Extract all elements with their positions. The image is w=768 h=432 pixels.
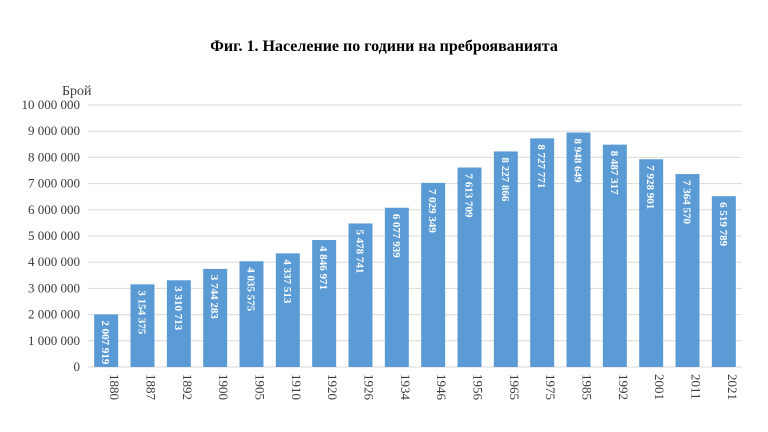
x-tick-label: 1880	[107, 374, 122, 400]
bar	[639, 159, 664, 367]
y-tick-label: 3 000 000	[28, 280, 80, 295]
bar	[675, 174, 700, 367]
x-tick-label: 1985	[580, 374, 595, 400]
x-tick-labels: 1880 1887 1892 1900 1905 1910 1920 1926 1934 1946…	[107, 374, 740, 401]
x-tick-label: 1992	[616, 374, 631, 400]
y-tick-label: 10 000 000	[22, 97, 81, 112]
data-label: 8 727 771	[535, 144, 547, 188]
x-tick-label: 1956	[471, 374, 486, 401]
y-tick-labels: 0 1 000 000 2 000 000 3 000 000 4 000 000 5 0…	[22, 97, 81, 374]
bar	[130, 284, 155, 367]
y-tick-label: 9 000 000	[28, 123, 80, 138]
x-tick-label: 1965	[507, 374, 522, 400]
x-tick-label: 1920	[325, 374, 340, 400]
gridlines	[88, 104, 742, 368]
chart-title: Фиг. 1. Население по години на преброява…	[210, 38, 558, 55]
bar	[203, 268, 228, 367]
y-tick-label: 2 000 000	[28, 307, 80, 322]
x-tick-label: 1900	[216, 374, 231, 400]
bar	[384, 207, 409, 367]
data-label: 6 519 789	[717, 202, 729, 247]
y-tick-label: 0	[74, 359, 81, 374]
data-label: 5 478 741	[354, 229, 366, 273]
bar	[457, 167, 482, 367]
x-tick-label: 1887	[144, 374, 159, 401]
data-label: 8 487 317	[608, 151, 620, 196]
bar	[239, 261, 264, 367]
data-label: 4 337 513	[281, 259, 293, 304]
data-label: 8 948 649	[572, 139, 584, 184]
bar	[275, 253, 300, 367]
data-label: 3 310 713	[172, 286, 184, 331]
data-label: 4 035 575	[245, 267, 257, 312]
bar	[530, 138, 555, 367]
data-label: 7 928 901	[644, 165, 656, 209]
x-tick-label: 1975	[543, 374, 558, 400]
data-label: 7 029 349	[426, 189, 438, 234]
data-label: 2 007 919	[99, 320, 111, 365]
data-label: 3 154 375	[136, 290, 148, 335]
data-label: 7 364 570	[681, 180, 693, 225]
x-tick-label: 2021	[725, 374, 740, 400]
x-tick-label: 2011	[689, 374, 704, 400]
data-label: 6 077 939	[390, 214, 402, 259]
bar	[94, 314, 119, 367]
y-tick-label: 8 000 000	[28, 149, 80, 164]
data-label: 3 744 283	[208, 275, 220, 320]
y-tick-label: 6 000 000	[28, 202, 80, 217]
bars	[94, 132, 736, 367]
data-label: 8 227 866	[499, 157, 511, 202]
bar	[493, 151, 518, 367]
x-tick-label: 2001	[652, 374, 667, 400]
y-tick-label: 7 000 000	[28, 176, 80, 191]
x-tick-label: 1946	[434, 374, 449, 401]
x-tick-label: 1910	[289, 374, 304, 400]
y-tick-label: 5 000 000	[28, 228, 80, 243]
y-tick-label: 1 000 000	[28, 333, 80, 348]
bar	[711, 196, 736, 367]
bar	[348, 223, 373, 367]
x-tick-label: 1892	[180, 374, 195, 400]
x-tick-label: 1905	[253, 374, 268, 400]
y-axis-label: Брой	[62, 84, 92, 99]
data-label: 4 846 971	[317, 246, 329, 290]
data-labels: 2 007 919 3 154 375 3 310 713 3 744 283 4 03…	[99, 139, 729, 365]
x-tick-label: 1934	[398, 374, 413, 401]
x-tick-label: 1926	[362, 374, 377, 401]
bar	[421, 182, 446, 367]
bar	[602, 144, 627, 367]
bar	[166, 280, 191, 367]
data-label: 7 613 709	[463, 174, 475, 219]
bar	[312, 240, 337, 367]
bar	[566, 132, 591, 367]
y-tick-label: 4 000 000	[28, 254, 80, 269]
